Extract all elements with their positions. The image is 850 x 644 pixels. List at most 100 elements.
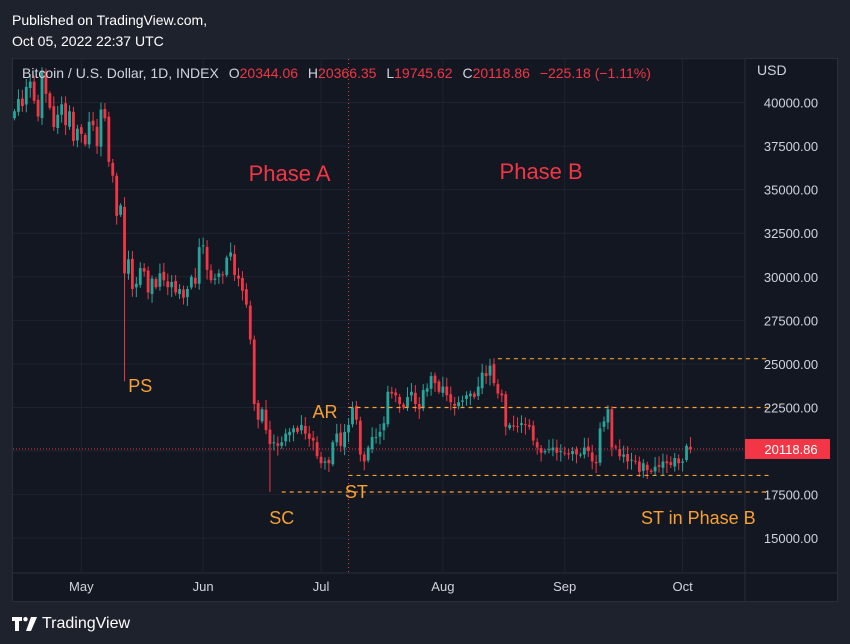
candle-body bbox=[284, 433, 288, 442]
candle-body bbox=[559, 451, 563, 453]
phase-label: Phase B bbox=[500, 159, 583, 184]
candle-body bbox=[327, 459, 331, 464]
candle-body bbox=[358, 420, 362, 455]
y-tick-label: 25000.00 bbox=[764, 357, 818, 372]
candle-body bbox=[378, 431, 382, 437]
candle-body bbox=[229, 252, 233, 257]
candle-body bbox=[103, 109, 107, 119]
published-date: Oct 05, 2022 22:37 UTC bbox=[12, 33, 164, 49]
candle-body bbox=[547, 449, 551, 451]
candle-body bbox=[32, 81, 36, 101]
candle-body bbox=[504, 394, 508, 427]
candle-body bbox=[91, 120, 95, 126]
candle-body bbox=[563, 452, 567, 454]
candle-body bbox=[244, 289, 248, 305]
candle-body bbox=[28, 81, 32, 88]
candle-body bbox=[386, 391, 390, 425]
candle-body bbox=[79, 127, 83, 134]
low-label: L bbox=[386, 65, 395, 81]
candle-body bbox=[500, 393, 504, 396]
candle-body bbox=[20, 98, 24, 107]
candle-body bbox=[331, 442, 335, 465]
candle-body bbox=[315, 442, 319, 457]
candle-body bbox=[154, 279, 158, 288]
candle-body bbox=[142, 268, 146, 272]
x-tick-label: Sep bbox=[553, 579, 576, 594]
x-tick-label: Jul bbox=[313, 579, 330, 594]
candle-body bbox=[68, 111, 71, 127]
candle-body bbox=[689, 446, 692, 450]
candle-body bbox=[512, 425, 516, 427]
x-tick-label: Aug bbox=[431, 579, 454, 594]
y-tick-label: 32500.00 bbox=[764, 226, 818, 241]
candle-body bbox=[567, 453, 571, 455]
wyckoff-annotation: ST in Phase B bbox=[641, 508, 756, 528]
candle-body bbox=[410, 391, 413, 396]
wyckoff-annotation: AR bbox=[312, 402, 337, 422]
candle-body bbox=[382, 423, 386, 431]
candle-body bbox=[146, 270, 150, 293]
x-tick-label: Jun bbox=[193, 579, 214, 594]
candle-body bbox=[641, 463, 645, 471]
candle-body bbox=[488, 365, 492, 376]
candle-body bbox=[630, 459, 633, 461]
footer: TradingView bbox=[12, 612, 130, 636]
candle-body bbox=[468, 393, 472, 397]
candle-body bbox=[551, 447, 555, 451]
published-line: Published on TradingView.com, bbox=[12, 12, 208, 28]
symbol-label: Bitcoin / U.S. Dollar, 1D, INDEX bbox=[22, 65, 219, 81]
phase-label: Phase A bbox=[249, 161, 331, 186]
candle-body bbox=[256, 402, 260, 420]
candle-body bbox=[579, 454, 582, 456]
candle-body bbox=[465, 395, 468, 399]
wyckoff-annotation: ST bbox=[345, 482, 368, 502]
candle-body bbox=[95, 126, 99, 147]
close-value: 20118.86 bbox=[472, 65, 530, 81]
candle-body bbox=[634, 460, 637, 462]
candle-body bbox=[461, 400, 464, 402]
ohlc-legend: Bitcoin / U.S. Dollar, 1D, INDEX O20344.… bbox=[22, 65, 651, 81]
candle-body bbox=[472, 393, 476, 398]
candle-body bbox=[299, 424, 303, 431]
candle-body bbox=[677, 458, 681, 464]
candle-body bbox=[590, 452, 594, 462]
candle-body bbox=[107, 116, 111, 162]
candle-body bbox=[131, 258, 134, 289]
candle-body bbox=[189, 276, 193, 288]
candle-body bbox=[429, 376, 433, 389]
candle-body bbox=[319, 456, 323, 464]
candle-body bbox=[425, 388, 429, 392]
candle-body bbox=[288, 431, 291, 436]
candle-body bbox=[665, 461, 669, 464]
candle-body bbox=[657, 465, 661, 467]
candle-body bbox=[276, 443, 280, 446]
candle-body bbox=[36, 99, 40, 117]
candle-body bbox=[637, 461, 641, 472]
candle-body bbox=[673, 458, 677, 467]
candle-body bbox=[520, 423, 523, 426]
candle-body bbox=[445, 386, 449, 396]
candle-body bbox=[457, 402, 460, 407]
candle-body bbox=[134, 283, 138, 288]
candle-body bbox=[127, 259, 130, 274]
candle-body bbox=[394, 392, 398, 396]
candle-body bbox=[162, 271, 166, 281]
currency-unit[interactable]: USD bbox=[757, 62, 787, 78]
candle-body bbox=[260, 409, 264, 422]
candle-body bbox=[681, 461, 684, 463]
candle-body bbox=[217, 273, 221, 277]
low-value: 19745.62 bbox=[394, 65, 453, 81]
candle-body bbox=[421, 390, 425, 409]
tradingview-logo-icon bbox=[12, 617, 37, 631]
y-tick-label: 15000.00 bbox=[764, 531, 818, 546]
last-price-tag bbox=[745, 438, 830, 459]
close-label: C bbox=[462, 65, 473, 81]
candle-body bbox=[221, 274, 225, 276]
candle-body bbox=[602, 421, 606, 427]
chart-frame[interactable] bbox=[12, 58, 838, 602]
candle-body bbox=[649, 470, 653, 472]
candle-body bbox=[575, 449, 578, 455]
candle-body bbox=[413, 392, 417, 404]
candle-body bbox=[586, 446, 590, 452]
